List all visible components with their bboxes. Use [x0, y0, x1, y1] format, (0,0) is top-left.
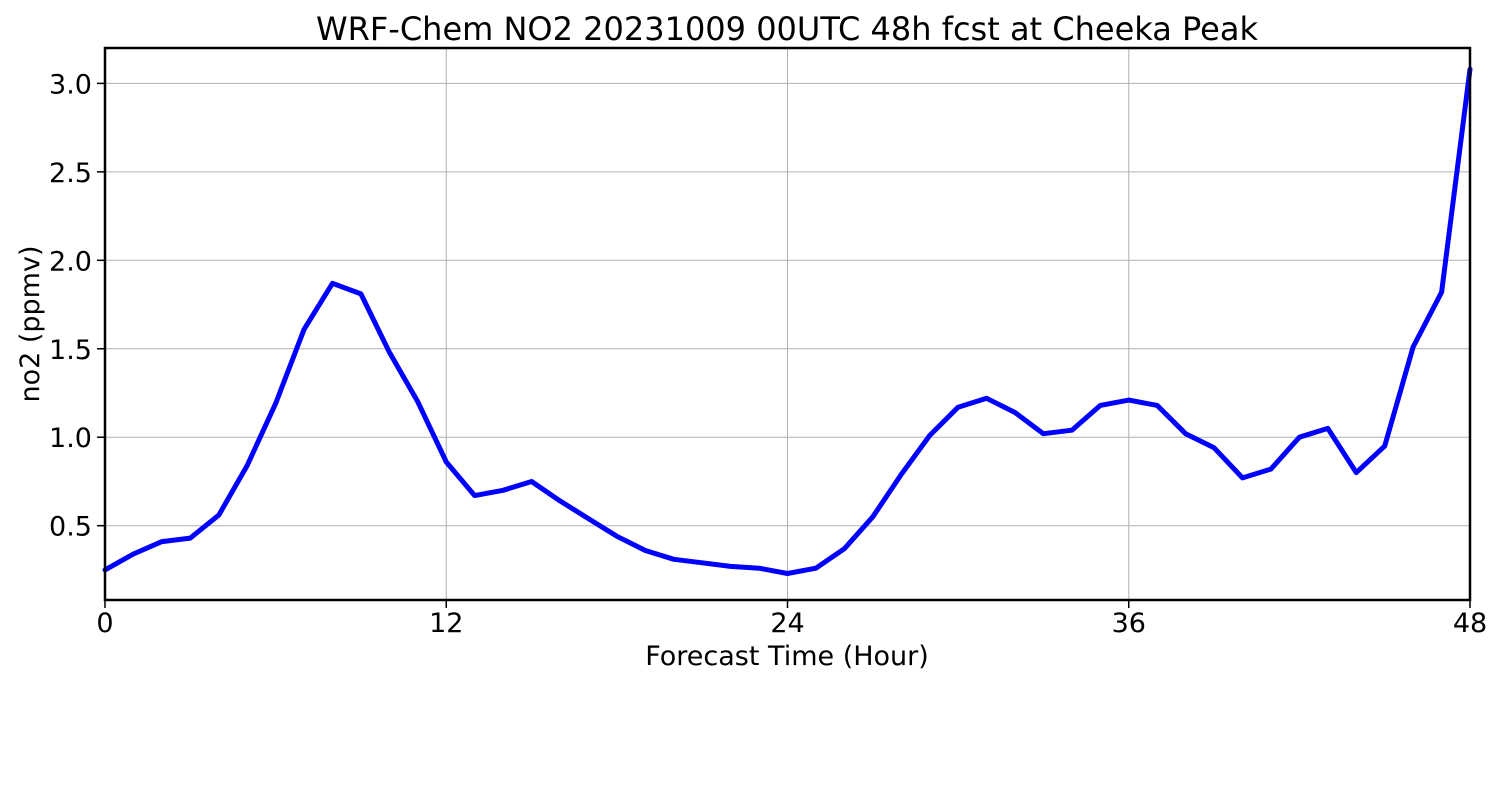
y-tick-label: 1.5 [49, 335, 92, 366]
y-tick-label: 0.5 [49, 512, 92, 543]
plot-frame [103, 46, 1472, 602]
x-tick-label: 36 [1112, 608, 1146, 639]
x-axis-label: Forecast Time (Hour) [645, 641, 929, 672]
x-tick-label: 24 [770, 608, 804, 639]
x-tick-label: 12 [429, 608, 463, 639]
x-tick-label: 0 [96, 608, 113, 639]
y-tick-label: 3.0 [49, 69, 92, 100]
x-tick-label: 48 [1453, 608, 1487, 639]
axis-ticks: 0 12 24 36 48 0.5 1.0 1.5 2.0 2.5 3.0 [49, 69, 1487, 639]
y-tick-label: 2.0 [49, 246, 92, 277]
y-tick-label: 2.5 [49, 158, 92, 189]
grid-lines [105, 48, 1470, 600]
y-axis-label: no2 (ppmv) [15, 245, 46, 402]
y-tick-label: 1.0 [49, 423, 92, 454]
no2-series-line [102, 66, 1473, 576]
chart-title: WRF-Chem NO2 20231009 00UTC 48h fcst at … [316, 10, 1258, 48]
